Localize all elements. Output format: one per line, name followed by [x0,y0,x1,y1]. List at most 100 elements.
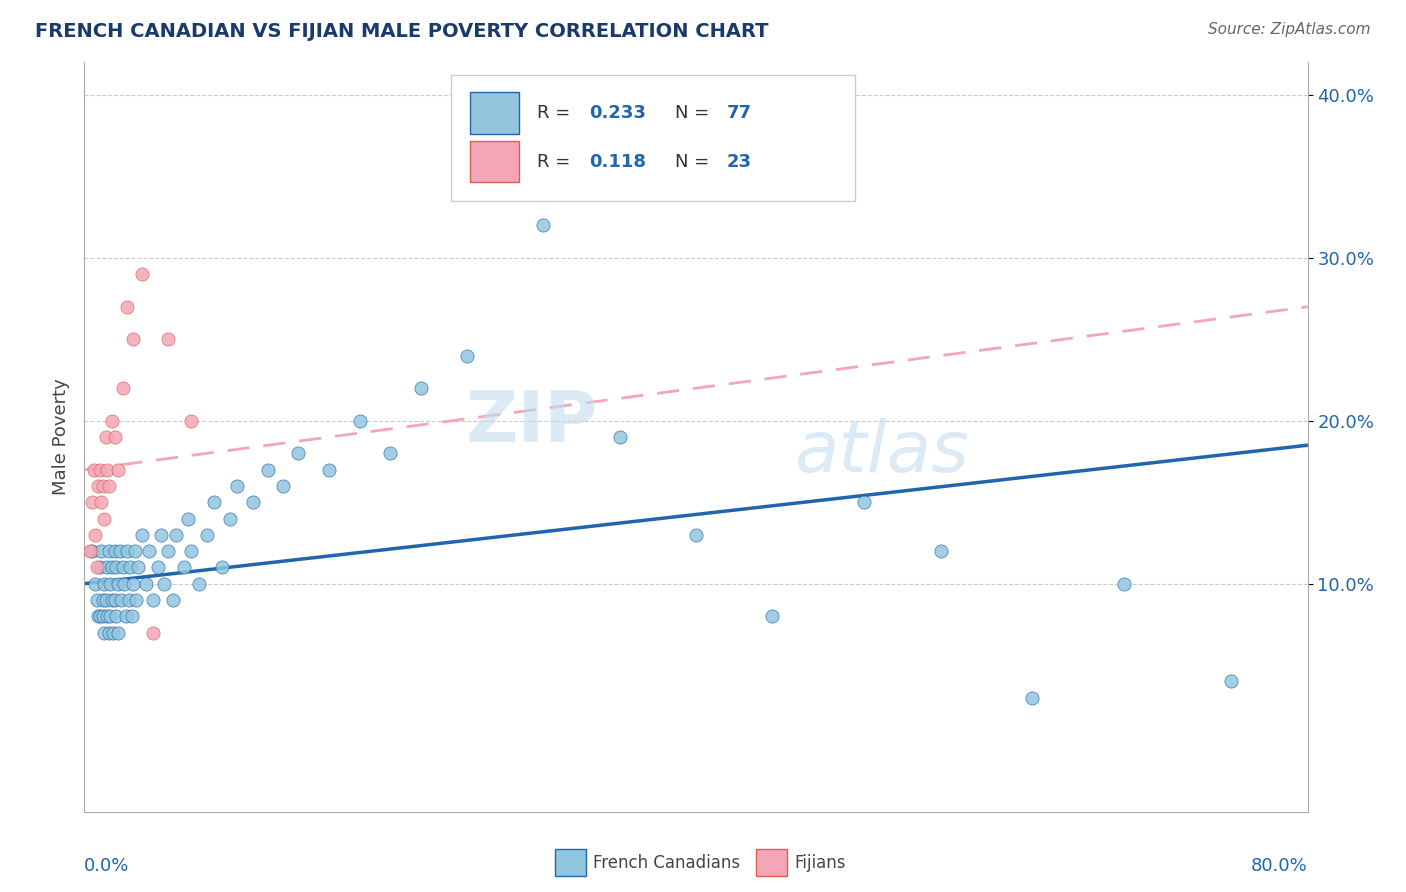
Point [146,560,169,574]
Y-axis label: Male Poverty: Male Poverty [52,379,70,495]
Point [98,609,121,624]
Point [107,625,129,640]
Point [96,463,118,477]
Point [91,479,114,493]
Point [853,495,876,509]
Text: 0.118: 0.118 [589,153,647,171]
Point [318,463,340,477]
Point [110,593,132,607]
Text: Fijians: Fijians [794,854,846,871]
Text: atlas: atlas [794,417,969,486]
Point [94,430,117,444]
Point [271,479,294,493]
Text: 0.233: 0.233 [589,103,647,121]
Point [89,463,111,477]
Point [118,593,141,607]
Point [93,625,115,640]
Text: N =: N = [675,103,716,121]
Point [1021,690,1043,705]
Point [142,593,165,607]
Point [456,349,478,363]
Point [531,219,554,233]
Point [84,528,107,542]
Text: 80.0%: 80.0% [1251,856,1308,875]
Point [180,544,202,558]
Point [177,511,200,525]
Point [138,544,160,558]
Point [111,381,134,395]
Point [242,495,264,509]
Point [157,544,180,558]
Text: 0.0%: 0.0% [84,856,129,875]
Point [96,609,118,624]
Point [87,479,110,493]
Point [380,446,402,460]
Point [111,560,134,574]
Point [114,609,136,624]
Text: 77: 77 [727,103,752,121]
Point [1114,576,1136,591]
Point [131,528,153,542]
Point [84,576,107,591]
Point [86,593,108,607]
Point [929,544,952,558]
Text: R =: R = [537,103,576,121]
Point [87,609,110,624]
Point [93,511,115,525]
Point [83,463,105,477]
Point [142,625,165,640]
Text: 23: 23 [727,153,752,171]
Point [173,560,195,574]
Point [135,576,157,591]
Point [188,576,211,591]
Point [80,544,103,558]
Point [105,609,128,624]
Point [195,528,218,542]
Point [104,593,127,607]
Point [162,593,184,607]
FancyBboxPatch shape [470,93,519,134]
Point [90,544,112,558]
Point [202,495,225,509]
Point [112,576,135,591]
Point [115,300,138,314]
Point [86,560,108,574]
Text: N =: N = [675,153,716,171]
FancyBboxPatch shape [470,141,519,182]
Point [761,609,783,624]
Point [108,544,131,558]
Point [226,479,249,493]
Point [98,576,121,591]
Point [101,414,124,428]
Point [149,528,172,542]
Point [157,332,180,346]
Point [409,381,432,395]
Point [1220,674,1243,689]
Point [79,544,101,558]
Point [96,560,118,574]
Point [107,576,129,591]
Text: Source: ZipAtlas.com: Source: ZipAtlas.com [1208,22,1371,37]
Point [180,414,202,428]
Point [90,495,112,509]
Point [101,593,124,607]
Point [124,544,146,558]
Point [104,544,127,558]
Point [115,544,138,558]
Point [97,544,120,558]
Point [103,625,125,640]
Point [91,593,114,607]
Text: French Canadians: French Canadians [593,854,741,871]
Point [80,495,103,509]
Point [121,609,143,624]
Point [131,267,153,281]
Point [287,446,309,460]
Point [91,609,114,624]
FancyBboxPatch shape [451,75,855,201]
Point [122,332,145,346]
Text: ZIP: ZIP [465,388,598,457]
Point [125,593,148,607]
Point [349,414,371,428]
Point [127,560,149,574]
Point [104,430,127,444]
